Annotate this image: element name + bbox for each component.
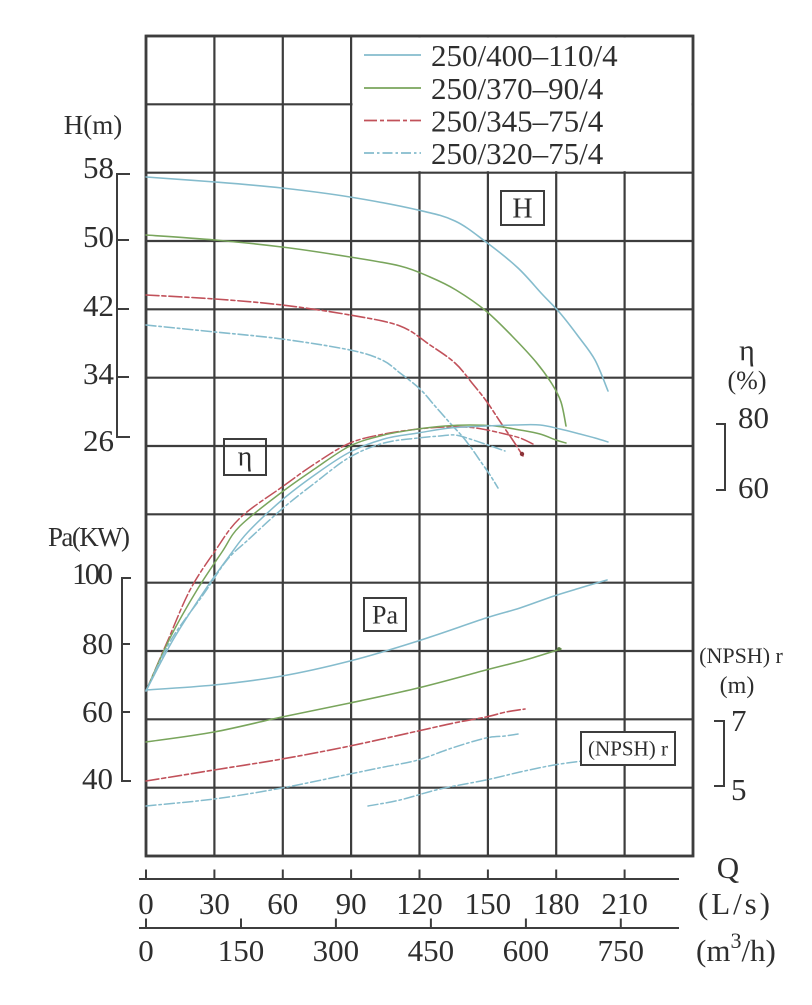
svg-text:80: 80 xyxy=(82,626,113,661)
svg-text:5: 5 xyxy=(731,772,747,807)
svg-text:Pa: Pa xyxy=(372,600,398,629)
svg-text:(NPSH) r: (NPSH) r xyxy=(699,643,783,668)
svg-text:Q: Q xyxy=(717,850,739,885)
svg-text:250/345–75/4: 250/345–75/4 xyxy=(431,104,604,139)
svg-text:300: 300 xyxy=(313,933,360,968)
svg-text:600: 600 xyxy=(503,933,550,968)
svg-text:210: 210 xyxy=(601,886,648,921)
svg-text:η: η xyxy=(238,442,253,473)
svg-text:40: 40 xyxy=(82,761,113,796)
svg-text:150: 150 xyxy=(465,886,512,921)
svg-text:60: 60 xyxy=(267,886,298,921)
svg-text:90: 90 xyxy=(336,886,367,921)
svg-text:H(m): H(m) xyxy=(64,110,122,140)
svg-text:(%): (%) xyxy=(728,366,767,395)
svg-text:30: 30 xyxy=(199,886,230,921)
svg-text:34: 34 xyxy=(83,356,115,391)
svg-text:60: 60 xyxy=(738,470,769,505)
svg-text:60: 60 xyxy=(82,694,113,729)
svg-text:(m): (m) xyxy=(720,673,755,699)
svg-text:η: η xyxy=(739,334,755,367)
svg-text:7: 7 xyxy=(731,703,747,738)
svg-text:(NPSH) r: (NPSH) r xyxy=(588,737,668,761)
svg-text:42: 42 xyxy=(83,288,114,323)
svg-text:250/320–75/4: 250/320–75/4 xyxy=(431,136,604,171)
svg-text:Pa(KW): Pa(KW) xyxy=(48,522,130,552)
svg-text:250/400–110/4: 250/400–110/4 xyxy=(431,38,618,73)
svg-text:100: 100 xyxy=(72,556,113,591)
svg-text:0: 0 xyxy=(138,933,154,968)
svg-text:150: 150 xyxy=(218,933,265,968)
svg-text:80: 80 xyxy=(738,400,769,435)
svg-text:180: 180 xyxy=(533,886,580,921)
svg-text:120: 120 xyxy=(396,886,443,921)
svg-text:0: 0 xyxy=(138,886,154,921)
svg-text:58: 58 xyxy=(83,150,114,185)
svg-text:H: H xyxy=(512,194,532,225)
svg-text:750: 750 xyxy=(598,933,645,968)
svg-text:26: 26 xyxy=(83,423,114,458)
svg-text:50: 50 xyxy=(83,219,114,254)
svg-text:250/370–90/4: 250/370–90/4 xyxy=(431,71,604,106)
svg-text:450: 450 xyxy=(408,933,455,968)
